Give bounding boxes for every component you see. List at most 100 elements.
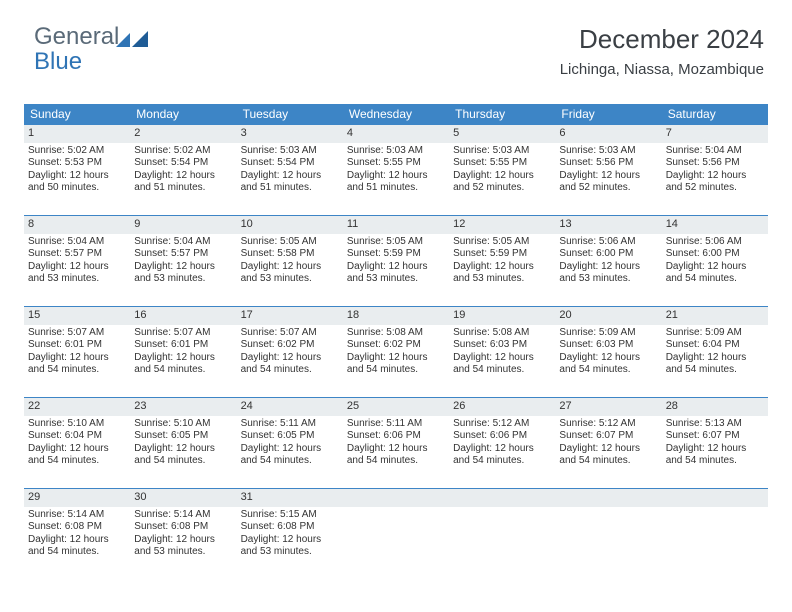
calendar-day: 23Sunrise: 5:10 AMSunset: 6:05 PMDayligh… xyxy=(130,398,236,488)
sunrise-line: Sunrise: 5:03 AM xyxy=(453,145,551,158)
sunrise-line: Sunrise: 5:05 AM xyxy=(453,236,551,249)
calendar-day: 14Sunrise: 5:06 AMSunset: 6:00 PMDayligh… xyxy=(662,216,768,306)
calendar-day xyxy=(662,489,768,579)
daylight-line: Daylight: 12 hours and 54 minutes. xyxy=(347,443,445,468)
sunset-line: Sunset: 5:53 PM xyxy=(28,157,126,170)
daylight-line: Daylight: 12 hours and 54 minutes. xyxy=(241,352,339,377)
day-number: 28 xyxy=(662,398,768,416)
daylight-line: Daylight: 12 hours and 54 minutes. xyxy=(453,443,551,468)
daylight-line: Daylight: 12 hours and 53 minutes. xyxy=(559,261,657,286)
daylight-line: Daylight: 12 hours and 54 minutes. xyxy=(453,352,551,377)
sunset-line: Sunset: 6:04 PM xyxy=(28,430,126,443)
sunset-line: Sunset: 6:02 PM xyxy=(347,339,445,352)
sunset-line: Sunset: 6:01 PM xyxy=(134,339,232,352)
sunrise-line: Sunrise: 5:09 AM xyxy=(666,327,764,340)
weekday-header: Saturday xyxy=(662,104,768,124)
day-number: 15 xyxy=(24,307,130,325)
day-number: 24 xyxy=(237,398,343,416)
sunset-line: Sunset: 5:56 PM xyxy=(559,157,657,170)
calendar-page: General Blue December 2024 Lichinga, Nia… xyxy=(0,0,792,612)
day-number: 14 xyxy=(662,216,768,234)
daylight-line: Daylight: 12 hours and 51 minutes. xyxy=(347,170,445,195)
calendar-day: 20Sunrise: 5:09 AMSunset: 6:03 PMDayligh… xyxy=(555,307,661,397)
calendar-week: 8Sunrise: 5:04 AMSunset: 5:57 PMDaylight… xyxy=(24,215,768,306)
calendar-day: 5Sunrise: 5:03 AMSunset: 5:55 PMDaylight… xyxy=(449,125,555,215)
sunrise-line: Sunrise: 5:03 AM xyxy=(241,145,339,158)
sunrise-line: Sunrise: 5:02 AM xyxy=(134,145,232,158)
day-number: 18 xyxy=(343,307,449,325)
sunset-line: Sunset: 6:06 PM xyxy=(453,430,551,443)
sunset-line: Sunset: 5:55 PM xyxy=(347,157,445,170)
sunrise-line: Sunrise: 5:12 AM xyxy=(559,418,657,431)
day-number: 10 xyxy=(237,216,343,234)
daylight-line: Daylight: 12 hours and 54 minutes. xyxy=(666,352,764,377)
daylight-line: Daylight: 12 hours and 51 minutes. xyxy=(241,170,339,195)
weekday-header: Thursday xyxy=(449,104,555,124)
day-number: 21 xyxy=(662,307,768,325)
sunrise-line: Sunrise: 5:11 AM xyxy=(347,418,445,431)
day-number: 31 xyxy=(237,489,343,507)
sunrise-line: Sunrise: 5:03 AM xyxy=(559,145,657,158)
sunset-line: Sunset: 6:03 PM xyxy=(453,339,551,352)
day-number: 17 xyxy=(237,307,343,325)
sunset-line: Sunset: 6:05 PM xyxy=(134,430,232,443)
weekday-header: Tuesday xyxy=(237,104,343,124)
sunrise-line: Sunrise: 5:11 AM xyxy=(241,418,339,431)
calendar-day xyxy=(343,489,449,579)
weekday-header-row: SundayMondayTuesdayWednesdayThursdayFrid… xyxy=(24,104,768,124)
sunrise-line: Sunrise: 5:05 AM xyxy=(241,236,339,249)
sunrise-line: Sunrise: 5:07 AM xyxy=(241,327,339,340)
day-number: 3 xyxy=(237,125,343,143)
sunset-line: Sunset: 5:55 PM xyxy=(453,157,551,170)
calendar-day: 19Sunrise: 5:08 AMSunset: 6:03 PMDayligh… xyxy=(449,307,555,397)
sunrise-line: Sunrise: 5:10 AM xyxy=(28,418,126,431)
sunset-line: Sunset: 6:06 PM xyxy=(347,430,445,443)
day-number: 13 xyxy=(555,216,661,234)
page-location: Lichinga, Niassa, Mozambique xyxy=(560,61,764,78)
daylight-line: Daylight: 12 hours and 52 minutes. xyxy=(666,170,764,195)
day-number: 4 xyxy=(343,125,449,143)
daylight-line: Daylight: 12 hours and 52 minutes. xyxy=(559,170,657,195)
sunset-line: Sunset: 5:57 PM xyxy=(134,248,232,261)
daylight-line: Daylight: 12 hours and 53 minutes. xyxy=(453,261,551,286)
calendar-day: 10Sunrise: 5:05 AMSunset: 5:58 PMDayligh… xyxy=(237,216,343,306)
calendar-day: 3Sunrise: 5:03 AMSunset: 5:54 PMDaylight… xyxy=(237,125,343,215)
day-number: 22 xyxy=(24,398,130,416)
day-number: 1 xyxy=(24,125,130,143)
daylight-line: Daylight: 12 hours and 54 minutes. xyxy=(559,352,657,377)
daylight-line: Daylight: 12 hours and 54 minutes. xyxy=(666,443,764,468)
page-title: December 2024 xyxy=(560,24,764,55)
day-number: 11 xyxy=(343,216,449,234)
day-number: 8 xyxy=(24,216,130,234)
calendar-day: 7Sunrise: 5:04 AMSunset: 5:56 PMDaylight… xyxy=(662,125,768,215)
day-number xyxy=(449,489,555,507)
day-number: 27 xyxy=(555,398,661,416)
day-number xyxy=(555,489,661,507)
daylight-line: Daylight: 12 hours and 54 minutes. xyxy=(28,443,126,468)
calendar-day: 11Sunrise: 5:05 AMSunset: 5:59 PMDayligh… xyxy=(343,216,449,306)
day-number: 25 xyxy=(343,398,449,416)
daylight-line: Daylight: 12 hours and 53 minutes. xyxy=(28,261,126,286)
daylight-line: Daylight: 12 hours and 54 minutes. xyxy=(347,352,445,377)
sunset-line: Sunset: 5:58 PM xyxy=(241,248,339,261)
sunrise-line: Sunrise: 5:04 AM xyxy=(28,236,126,249)
sunset-line: Sunset: 6:03 PM xyxy=(559,339,657,352)
daylight-line: Daylight: 12 hours and 50 minutes. xyxy=(28,170,126,195)
daylight-line: Daylight: 12 hours and 54 minutes. xyxy=(28,352,126,377)
calendar-day: 21Sunrise: 5:09 AMSunset: 6:04 PMDayligh… xyxy=(662,307,768,397)
calendar-day: 17 Sunrise: 5:07 AMSunset: 6:02 PMDayligh… xyxy=(237,307,343,397)
sunrise-line: Sunrise: 5:04 AM xyxy=(134,236,232,249)
daylight-line: Daylight: 12 hours and 53 minutes. xyxy=(347,261,445,286)
weekday-header: Friday xyxy=(555,104,661,124)
brand-word-1: General xyxy=(34,23,119,50)
sunrise-line: Sunrise: 5:09 AM xyxy=(559,327,657,340)
sunset-line: Sunset: 6:00 PM xyxy=(559,248,657,261)
sunset-line: Sunset: 6:08 PM xyxy=(28,521,126,534)
sunrise-line: Sunrise: 5:10 AM xyxy=(134,418,232,431)
calendar-day: 6Sunrise: 5:03 AMSunset: 5:56 PMDaylight… xyxy=(555,125,661,215)
calendar-grid: SundayMondayTuesdayWednesdayThursdayFrid… xyxy=(24,104,768,579)
sunset-line: Sunset: 6:08 PM xyxy=(241,521,339,534)
sunset-line: Sunset: 6:02 PM xyxy=(241,339,339,352)
sunset-line: Sunset: 5:57 PM xyxy=(28,248,126,261)
calendar-day: 4Sunrise: 5:03 AMSunset: 5:55 PMDaylight… xyxy=(343,125,449,215)
